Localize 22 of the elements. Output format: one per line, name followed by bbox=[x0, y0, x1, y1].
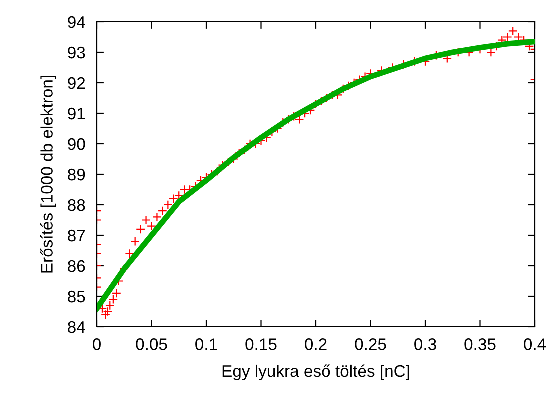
y-tick-label: 89 bbox=[68, 168, 86, 181]
y-tick-label: 90 bbox=[68, 138, 86, 150]
x-axis-title: Egy lyukra eső töltés [nC] bbox=[222, 364, 410, 380]
x-tick-label: 0.4 bbox=[524, 338, 546, 350]
x-tick-label: 0.05 bbox=[136, 338, 168, 350]
x-tick-label: 0.2 bbox=[305, 338, 327, 350]
y-tick-label: 91 bbox=[68, 108, 86, 120]
y-tick-label: 88 bbox=[68, 199, 86, 212]
x-tick-label: 0.1 bbox=[196, 338, 218, 350]
x-tick-label: 0.3 bbox=[414, 338, 436, 350]
y-tick-label: 94 bbox=[68, 16, 86, 28]
y-tick-label: 86 bbox=[68, 260, 86, 272]
y-tick-label: 92 bbox=[68, 77, 86, 90]
y-tick-label: 93 bbox=[68, 46, 86, 59]
y-tick-label: 84 bbox=[68, 321, 86, 334]
x-tick-label: 0.35 bbox=[464, 338, 496, 350]
y-axis-title: Erősítés [1000 db elektron] bbox=[40, 76, 56, 273]
y-tick-label: 87 bbox=[68, 230, 86, 242]
y-tick-label: 85 bbox=[68, 290, 86, 303]
x-tick-label: 0 bbox=[93, 338, 101, 350]
x-tick-label: 0.15 bbox=[246, 338, 277, 350]
x-tick-label: 0.25 bbox=[355, 338, 386, 350]
